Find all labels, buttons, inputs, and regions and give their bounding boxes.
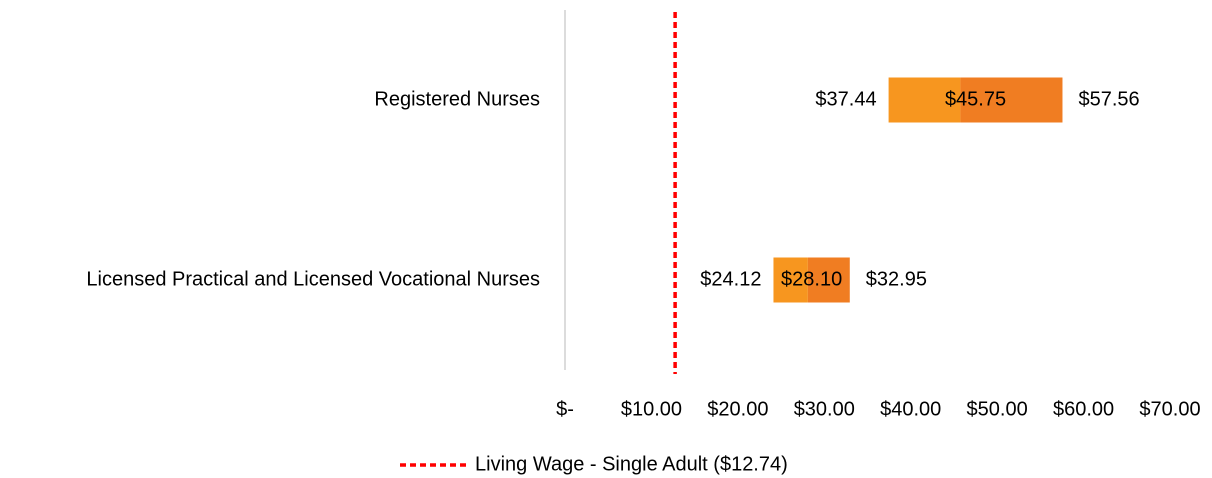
- bar-lower: [888, 77, 961, 123]
- category-label: Registered Nurses: [374, 88, 540, 110]
- bar-upper: [807, 257, 850, 303]
- x-tick-label: $-: [556, 398, 574, 420]
- legend-label: Living Wage - Single Adult ($12.74): [475, 453, 788, 475]
- high-label: $32.95: [866, 268, 927, 290]
- x-tick-label: $70.00: [1139, 398, 1200, 420]
- x-tick-label: $40.00: [880, 398, 941, 420]
- high-label: $57.56: [1078, 88, 1139, 110]
- low-label: $24.12: [700, 268, 761, 290]
- bar-lower: [773, 257, 808, 303]
- x-tick-label: $10.00: [621, 398, 682, 420]
- median-label: $45.75: [945, 88, 1006, 110]
- x-tick-label: $50.00: [967, 398, 1028, 420]
- bar-upper: [960, 77, 1063, 123]
- x-tick-label: $20.00: [707, 398, 768, 420]
- median-label: $28.10: [781, 268, 842, 290]
- category-label: Licensed Practical and Licensed Vocation…: [86, 268, 540, 290]
- x-tick-label: $30.00: [794, 398, 855, 420]
- x-tick-label: $60.00: [1053, 398, 1114, 420]
- low-label: $37.44: [815, 88, 876, 110]
